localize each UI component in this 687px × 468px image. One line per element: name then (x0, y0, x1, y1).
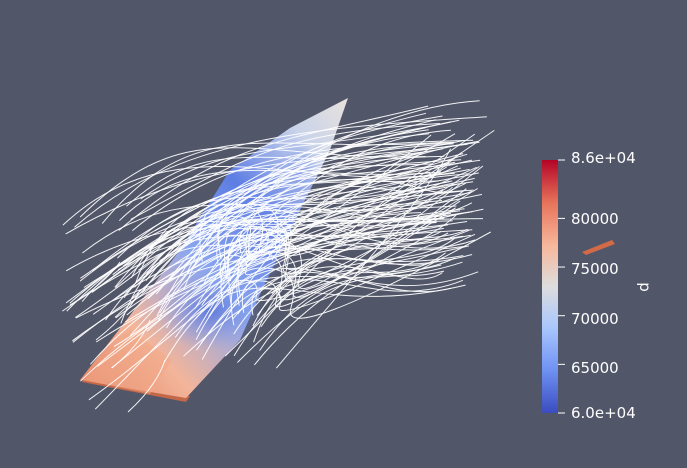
streamline (219, 166, 447, 280)
streamline (117, 186, 421, 259)
streamline (199, 134, 432, 262)
streamline (259, 257, 456, 351)
streamline (101, 142, 426, 224)
streamline (227, 188, 478, 290)
colorbar-max-label: 8.6e+04 (571, 149, 636, 167)
streamline (223, 152, 462, 279)
streamline (239, 166, 477, 253)
streamline (208, 192, 471, 317)
colorbar-tick-label: 65000 (571, 359, 619, 377)
colorbar-variable-label: p (635, 282, 654, 292)
streamline (92, 159, 481, 271)
streamline (117, 224, 449, 271)
streamline (245, 129, 495, 261)
streamline (83, 200, 443, 288)
colorbar-gradient (542, 160, 558, 413)
streamline (224, 161, 449, 357)
streamline (62, 166, 470, 226)
streamline (80, 210, 461, 382)
streamline (95, 289, 141, 341)
streamline (130, 141, 455, 336)
colorbar-marker (582, 240, 615, 255)
streamline (154, 163, 432, 232)
streamline (79, 172, 480, 282)
streamline (156, 141, 480, 317)
streamline (132, 139, 474, 231)
streamline (118, 105, 429, 231)
streamline (201, 140, 479, 360)
streamline (241, 207, 456, 313)
streamline (218, 133, 476, 260)
streamline (135, 159, 473, 284)
streamline (113, 129, 451, 348)
streamline (165, 212, 462, 329)
streamline (115, 143, 454, 289)
streamline (230, 231, 491, 326)
streamline (132, 127, 427, 302)
streamline (88, 221, 437, 401)
streamline (158, 221, 468, 321)
streamlines (62, 100, 495, 413)
streamline (174, 261, 463, 338)
colorbar-tick-label: 70000 (571, 310, 619, 328)
streamline (227, 166, 480, 282)
colorbar-tick-label: 80000 (571, 210, 619, 228)
streamline (251, 233, 476, 316)
streamline (194, 161, 456, 309)
streamline (237, 271, 479, 315)
streamline (141, 227, 466, 293)
colorbar (542, 159, 565, 414)
streamline (123, 190, 464, 299)
streamline (72, 181, 450, 343)
streamline (140, 119, 460, 200)
streamline (220, 200, 461, 308)
streamline (195, 167, 461, 333)
colorbar-tick-label: 75000 (571, 260, 619, 278)
streamline (74, 116, 487, 228)
streamline (237, 165, 484, 298)
streamline (217, 133, 456, 247)
colorbar-min-label: 6.0e+04 (571, 404, 636, 422)
streamline (183, 140, 464, 290)
streamline (127, 359, 166, 413)
streamline (69, 261, 121, 306)
streamline (111, 319, 151, 369)
streamline (92, 115, 443, 292)
streamline (233, 238, 455, 357)
